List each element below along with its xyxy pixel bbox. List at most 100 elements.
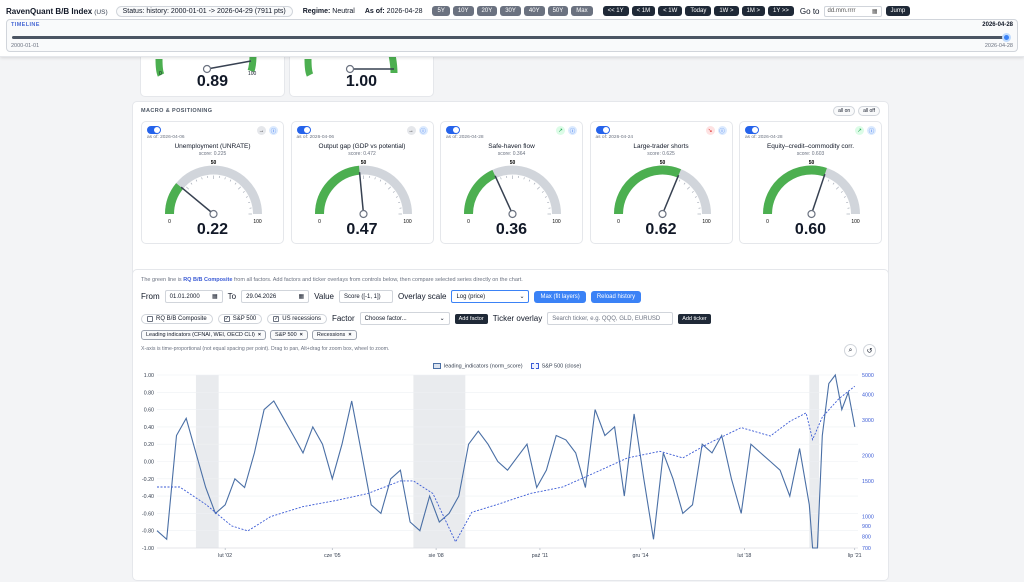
legend-item[interactable]: leading_indicators (norm_score)	[433, 363, 523, 369]
gauge-tick	[683, 182, 685, 185]
composite-checkbox[interactable]: RQ B/B Composite	[141, 313, 213, 324]
trend-trend-icon[interactable]: →	[406, 126, 416, 135]
nav-button-5[interactable]: 1M >	[741, 6, 766, 16]
gauge-value: 0.36	[495, 221, 528, 238]
nav-button-4[interactable]: 1W >	[714, 6, 739, 16]
gauge-needle	[180, 186, 214, 215]
recessions-checkbox[interactable]: ✓ US recessions	[267, 313, 327, 324]
gauge-tick	[350, 177, 353, 180]
layer-tag[interactable]: Leading indicators (CFNAI, WEI, OECD CLI…	[141, 330, 267, 340]
close-icon[interactable]: ×	[299, 332, 303, 338]
gauge-tick	[245, 196, 248, 198]
gauge-tick	[179, 196, 182, 198]
gauge-pivot	[209, 209, 218, 219]
asof-date: as of: 2026-04-06	[296, 135, 335, 140]
factor-score: score: 0.625	[647, 151, 675, 157]
gauge-tick	[528, 179, 531, 182]
factor-toggle[interactable]	[446, 126, 460, 134]
gauge-tick	[793, 179, 796, 182]
nav-button-2[interactable]: < 1W	[658, 6, 683, 16]
gauge-min-label: 0	[617, 219, 620, 224]
gauge-tick	[627, 196, 630, 198]
gauge-tick	[489, 182, 492, 185]
range-button-3[interactable]: 30Y	[500, 6, 521, 16]
ticker-search-input[interactable]: Search ticker, e.g. QQQ, GLD, EURUSD	[547, 312, 674, 325]
overlay-select[interactable]: Log (price) ⌄	[451, 290, 530, 303]
range-button-5[interactable]: 50Y	[547, 6, 569, 16]
factor-toggle[interactable]	[595, 126, 610, 134]
gauge-tick	[784, 186, 787, 190]
jump-button[interactable]: Jump	[885, 6, 911, 16]
factor-toggle[interactable]	[296, 126, 311, 134]
gauge-dial: 0 100 50	[613, 160, 711, 224]
layer-tag[interactable]: Recessions ×	[311, 330, 357, 340]
y-left-tick: 0.80	[144, 390, 154, 396]
info-icon[interactable]: ⓘ	[568, 126, 577, 135]
calendar-icon: ▦	[212, 294, 218, 300]
to-date-input[interactable]: 29.04.2026 ▦	[241, 290, 310, 303]
goto-date-input[interactable]: dd.mm.rrrr ▦	[823, 5, 882, 17]
range-button-1[interactable]: 10Y	[452, 6, 474, 16]
gauge-dial: 0 100 50	[165, 160, 262, 224]
gauge-tick	[229, 179, 232, 182]
gauge-max-label: 100	[253, 219, 262, 224]
nav-button-6[interactable]: 1Y >>	[768, 6, 794, 16]
from-date-input[interactable]: 01.01.2000 ▦	[164, 290, 223, 303]
factor-name: Output gap (GDP vs potential)	[318, 143, 406, 150]
gauge-value: 0.47	[346, 221, 378, 238]
reset-icon[interactable]: ↺	[863, 344, 876, 357]
factor-toggle[interactable]	[147, 126, 161, 134]
info-icon[interactable]: ⓘ	[418, 126, 428, 135]
card-icons: ↗ ⓘ	[556, 126, 577, 135]
y-right-tick: 4000	[862, 393, 874, 399]
gauge-pivot	[358, 209, 368, 219]
y-left-tick: -0.20	[142, 477, 154, 483]
range-button-2[interactable]: 20Y	[476, 6, 498, 16]
range-button-4[interactable]: 40Y	[523, 6, 545, 16]
gauge-tick	[340, 182, 342, 185]
legend-item[interactable]: S&P 500 (close)	[530, 363, 581, 369]
timeline-track[interactable]	[12, 36, 1007, 39]
gauge-tick	[639, 182, 641, 185]
all-on-button[interactable]: all on	[833, 106, 856, 116]
factor-select[interactable]: Choose factor... ⌄	[359, 312, 450, 325]
nav-button-1[interactable]: < 1M	[631, 6, 656, 16]
factor-toggle[interactable]	[745, 126, 759, 134]
trend-up-icon[interactable]: ↗	[855, 126, 864, 135]
history-chart[interactable]: 1.00 0.80 0.60 0.40 0.20 0.00 -0.20 -0.40 -0.60 -…	[133, 370, 890, 568]
info-icon[interactable]: ⓘ	[717, 126, 727, 135]
gauge-tick	[774, 201, 777, 204]
layer-tag[interactable]: S&P 500 ×	[270, 330, 308, 340]
info-icon[interactable]: ⓘ	[269, 126, 278, 135]
x-tick-label: cze '05	[324, 553, 341, 559]
timeline-handle[interactable]	[1002, 33, 1011, 42]
range-button-0[interactable]: 5Y	[432, 6, 450, 16]
card-icons: ↗ ⓘ	[855, 126, 876, 135]
trend-trend-icon[interactable]: →	[257, 126, 266, 135]
timeline-start: 2000-01-01	[11, 43, 40, 49]
nav-button-0[interactable]: << 1Y	[602, 6, 629, 16]
trend-down-icon[interactable]: ↘	[705, 126, 715, 135]
magnifier-icon[interactable]: ⌕	[844, 344, 857, 357]
gauge-value: 0.60	[794, 221, 827, 238]
gauge-tick	[649, 177, 652, 180]
add-ticker-button[interactable]: Add ticker	[678, 313, 711, 324]
all-off-button[interactable]: all off	[858, 106, 880, 116]
reload-history-button[interactable]: Reload history	[590, 290, 642, 303]
x-tick-label: gru '14	[633, 553, 649, 559]
range-button-6[interactable]: Max	[571, 6, 593, 16]
value-select[interactable]: Score ([-1, 1])	[339, 290, 393, 303]
info-icon[interactable]: ⓘ	[867, 126, 876, 135]
max-fit-button[interactable]: Max (fit layers)	[534, 290, 586, 303]
close-icon[interactable]: ×	[257, 332, 262, 338]
goto-label: Go to	[799, 6, 820, 16]
add-factor-button[interactable]: Add factor	[454, 313, 488, 324]
trend-up-icon[interactable]: ↗	[556, 126, 565, 135]
gauge-tick	[392, 191, 395, 193]
chart-hint: X-axis is time-proportional (not equal s…	[141, 346, 390, 352]
close-icon[interactable]: ×	[348, 332, 352, 338]
gauge-tick	[780, 191, 783, 193]
nav-button-3[interactable]: Today	[685, 6, 712, 16]
legend-swatch	[433, 363, 441, 369]
sp500-checkbox[interactable]: ✓ S&P 500	[217, 313, 263, 324]
